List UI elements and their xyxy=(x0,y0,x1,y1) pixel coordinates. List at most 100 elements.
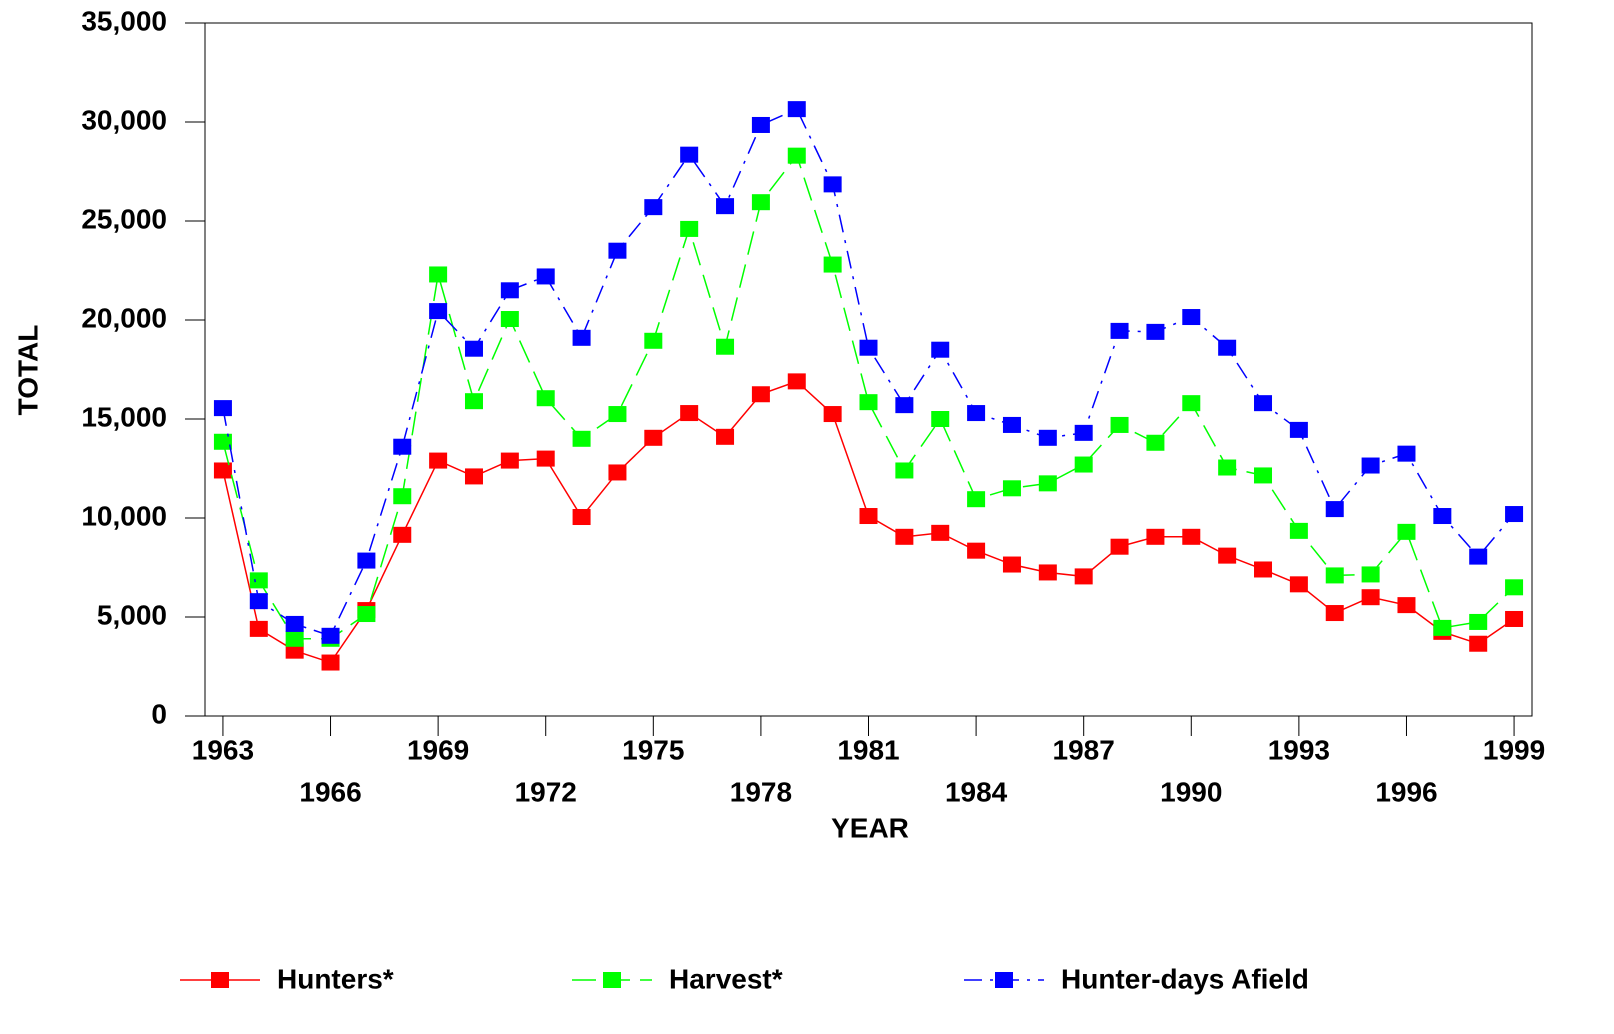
legend-label: Hunters* xyxy=(277,963,394,994)
point xyxy=(1074,456,1093,473)
point xyxy=(751,116,770,133)
x-tick-label: 1990 xyxy=(1160,776,1222,807)
point xyxy=(823,176,842,193)
point xyxy=(1182,395,1201,412)
point xyxy=(1325,501,1344,518)
point xyxy=(1002,416,1021,433)
x-tick-label: 1972 xyxy=(515,776,577,807)
point xyxy=(249,620,268,637)
point xyxy=(1361,589,1380,606)
point xyxy=(429,266,448,283)
legend-marker xyxy=(995,972,1013,988)
point xyxy=(895,397,914,414)
point xyxy=(429,452,448,469)
point xyxy=(931,341,950,358)
point xyxy=(716,338,735,355)
x-tick-label: 1996 xyxy=(1375,776,1437,807)
point xyxy=(1038,564,1057,581)
point xyxy=(1325,605,1344,622)
point xyxy=(1289,421,1308,438)
point xyxy=(716,198,735,215)
point xyxy=(1074,568,1093,585)
point xyxy=(249,593,268,610)
point xyxy=(644,332,663,349)
point xyxy=(1289,576,1308,593)
point xyxy=(1289,522,1308,539)
x-tick-label: 1978 xyxy=(730,776,792,807)
point xyxy=(464,468,483,485)
point xyxy=(536,390,555,407)
y-tick-label: 0 xyxy=(151,698,167,729)
point xyxy=(572,430,591,447)
point xyxy=(213,400,232,417)
point xyxy=(1325,567,1344,584)
y-tick-label: 15,000 xyxy=(81,401,167,432)
point xyxy=(1254,467,1273,484)
point xyxy=(859,394,878,411)
point xyxy=(1110,416,1129,433)
y-tick-label: 30,000 xyxy=(81,104,167,135)
legend-label: Harvest* xyxy=(669,963,783,994)
point xyxy=(967,491,986,508)
point xyxy=(608,242,627,259)
point xyxy=(500,452,519,469)
point xyxy=(536,450,555,467)
point xyxy=(1146,434,1165,451)
x-tick-label: 1984 xyxy=(945,776,1008,807)
point xyxy=(1182,309,1201,326)
point xyxy=(1110,322,1129,339)
point xyxy=(644,429,663,446)
point xyxy=(823,406,842,423)
x-tick-label: 1981 xyxy=(837,734,899,765)
point xyxy=(1505,610,1524,627)
point xyxy=(967,542,986,559)
point xyxy=(1218,339,1237,356)
point xyxy=(536,268,555,285)
point xyxy=(823,256,842,273)
point xyxy=(1433,619,1452,636)
point xyxy=(716,428,735,445)
point xyxy=(1254,395,1273,412)
point xyxy=(572,509,591,526)
point xyxy=(429,303,448,320)
point xyxy=(787,373,806,390)
point xyxy=(1218,459,1237,476)
point xyxy=(500,311,519,328)
x-tick-label: 1975 xyxy=(622,734,684,765)
point xyxy=(895,462,914,479)
point xyxy=(680,405,699,422)
point xyxy=(321,627,340,644)
point xyxy=(213,433,232,450)
point xyxy=(1469,635,1488,652)
point xyxy=(1254,561,1273,578)
x-tick-label: 1999 xyxy=(1483,734,1545,765)
point xyxy=(1469,548,1488,565)
legend-marker xyxy=(603,972,621,988)
point xyxy=(1038,429,1057,446)
point xyxy=(213,462,232,479)
point xyxy=(644,199,663,216)
point xyxy=(1110,538,1129,555)
y-tick-label: 5,000 xyxy=(97,599,167,630)
point xyxy=(787,101,806,118)
x-tick-label: 1963 xyxy=(192,734,254,765)
point xyxy=(393,488,412,505)
point xyxy=(608,406,627,423)
point xyxy=(249,572,268,589)
point xyxy=(751,386,770,403)
point xyxy=(1218,547,1237,564)
point xyxy=(859,339,878,356)
point xyxy=(1002,556,1021,573)
point xyxy=(1397,523,1416,540)
x-tick-label: 1966 xyxy=(299,776,361,807)
x-tick-label: 1987 xyxy=(1053,734,1115,765)
point xyxy=(357,552,376,569)
y-tick-label: 20,000 xyxy=(81,302,167,333)
point xyxy=(1505,579,1524,596)
y-axis-title: TOTAL xyxy=(12,325,43,416)
point xyxy=(1361,457,1380,474)
point xyxy=(859,508,878,525)
point xyxy=(357,606,376,623)
point xyxy=(931,411,950,427)
